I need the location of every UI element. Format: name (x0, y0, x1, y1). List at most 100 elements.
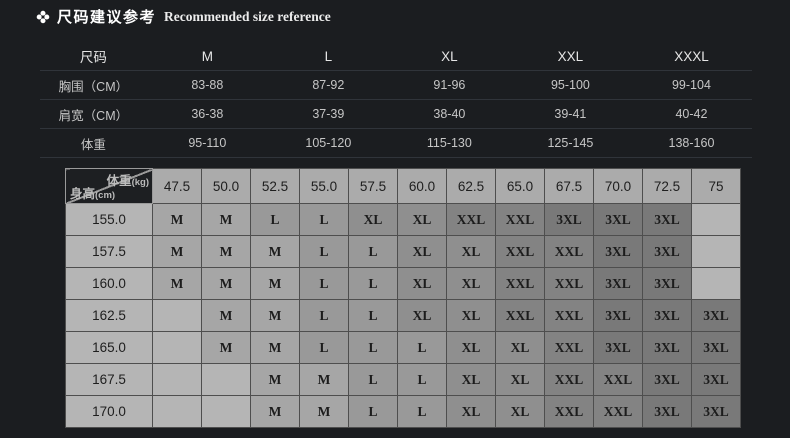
recommended-size-cell: XL (446, 395, 496, 428)
height-header-cell: 160.0 (65, 267, 153, 300)
weight-header-cell: 67.5 (544, 168, 594, 204)
size-table-row: 体重 95-110 105-120 115-130 125-145 138-160 (40, 128, 752, 158)
recommended-size-cell: M (250, 299, 300, 332)
recommended-size-cell: M (250, 235, 300, 268)
size-table-col-header: L (324, 48, 333, 64)
size-table-value-cell: 40-42 (630, 99, 752, 129)
empty-size-cell (691, 203, 741, 236)
recommended-size-cell: XXL (544, 363, 594, 396)
height-header-cell: 167.5 (65, 363, 153, 396)
weight-header-cell: 47.5 (152, 168, 202, 204)
recommended-size-cell: XXL (593, 363, 643, 396)
section-title-cn: 尺码建议参考 (57, 9, 157, 26)
size-table-col-header: XXL (557, 48, 584, 64)
matrix-header-row: 体重(kg) 身高(cm) 47.5 50.0 52.5 55.0 57.5 60.0 62… (65, 168, 741, 204)
recommended-size-cell: M (201, 331, 251, 364)
recommended-size-cell: XXL (544, 331, 594, 364)
recommended-size-cell: XXL (544, 235, 594, 268)
recommended-size-cell: XXL (495, 235, 545, 268)
section-header: 尺码建议参考 Recommended size reference (36, 6, 331, 27)
height-header-cell: 165.0 (65, 331, 153, 364)
recommended-size-cell: XL (446, 299, 496, 332)
weight-header-cell: 65.0 (495, 168, 545, 204)
height-header-cell: 162.5 (65, 299, 153, 332)
recommended-size-cell: 3XL (691, 395, 741, 428)
recommended-size-cell: 3XL (593, 235, 643, 268)
size-table-value-cell: 115-130 (388, 128, 510, 158)
matrix-row: 162.5 M M L L XL XL XXL XXL 3XL 3XL 3XL (65, 299, 741, 332)
recommended-size-cell: XXL (495, 203, 545, 236)
recommended-size-cell: 3XL (691, 299, 741, 332)
recommended-size-cell: L (348, 363, 398, 396)
recommended-size-cell: XXL (446, 203, 496, 236)
empty-size-cell (691, 235, 741, 268)
recommended-size-cell: L (299, 235, 349, 268)
recommended-size-cell: M (299, 395, 349, 428)
empty-size-cell (152, 299, 202, 332)
recommended-size-cell: L (397, 395, 447, 428)
matrix-row: 170.0 M M L L XL XL XXL XXL 3XL 3XL (65, 395, 741, 428)
weight-header-cell: 60.0 (397, 168, 447, 204)
recommended-size-cell: M (201, 267, 251, 300)
size-table-value-cell: 37-39 (267, 99, 389, 129)
recommended-size-cell: M (250, 395, 300, 428)
size-table-value-cell: 91-96 (388, 70, 510, 100)
recommended-size-cell: XL (446, 267, 496, 300)
recommended-size-cell: XL (446, 235, 496, 268)
recommended-size-cell: 3XL (642, 363, 692, 396)
recommended-size-cell: M (201, 299, 251, 332)
weight-header-cell: 55.0 (299, 168, 349, 204)
recommended-size-cell: XL (495, 331, 545, 364)
corner-weight-label: 体重(kg) (106, 174, 149, 188)
recommended-size-cell: XL (495, 395, 545, 428)
recommended-size-cell: XL (397, 267, 447, 300)
recommended-size-cell: L (299, 331, 349, 364)
size-table-value-cell: 38-40 (388, 99, 510, 129)
empty-size-cell (152, 363, 202, 396)
weight-header-cell: 72.5 (642, 168, 692, 204)
matrix-corner-cell: 体重(kg) 身高(cm) (65, 168, 153, 204)
recommended-size-cell: XXL (544, 267, 594, 300)
size-table-value-cell: 95-110 (146, 128, 268, 158)
recommended-size-cell: XL (397, 203, 447, 236)
recommended-size-cell: XXL (593, 395, 643, 428)
size-table-row: 胸围（CM） 83-88 87-92 91-96 95-100 99-104 (40, 70, 752, 100)
recommended-size-cell: L (299, 267, 349, 300)
recommended-size-cell: XL (446, 331, 496, 364)
size-table-value-cell: 83-88 (146, 70, 268, 100)
recommended-size-cell: XL (446, 363, 496, 396)
weight-header-cell: 70.0 (593, 168, 643, 204)
recommended-size-cell: L (348, 395, 398, 428)
recommended-size-cell: M (250, 331, 300, 364)
recommended-size-cell: 3XL (691, 331, 741, 364)
empty-size-cell (691, 267, 741, 300)
size-table-value-cell: 105-120 (267, 128, 389, 158)
recommended-size-cell: XL (495, 363, 545, 396)
recommended-size-cell: L (299, 299, 349, 332)
matrix-row: 157.5 M M M L L XL XL XXL XXL 3XL 3XL (65, 235, 741, 268)
weight-header-cell: 75 (691, 168, 741, 204)
recommended-size-cell: XXL (544, 299, 594, 332)
recommended-size-cell: XXL (495, 299, 545, 332)
recommended-size-cell: L (397, 331, 447, 364)
weight-header-cell: 62.5 (446, 168, 496, 204)
recommended-size-cell: 3XL (593, 299, 643, 332)
recommended-size-cell: XL (348, 203, 398, 236)
size-table-header-row: 尺码 M L XL XXL XXXL (40, 42, 752, 71)
empty-size-cell (201, 363, 251, 396)
recommended-size-cell: L (348, 267, 398, 300)
size-table-value-cell: 39-41 (509, 99, 631, 129)
recommended-size-cell: 3XL (642, 331, 692, 364)
recommended-size-cell: 3XL (642, 299, 692, 332)
matrix-row: 155.0 M M L L XL XL XXL XXL 3XL 3XL 3XL (65, 203, 741, 236)
size-table-col-header: XXXL (674, 48, 709, 64)
recommended-size-cell: XL (397, 235, 447, 268)
recommended-size-cell: 3XL (642, 267, 692, 300)
height-header-cell: 170.0 (65, 395, 153, 428)
matrix-row: 165.0 M M L L L XL XL XXL 3XL 3XL 3XL (65, 331, 741, 364)
recommended-size-cell: XXL (495, 267, 545, 300)
flower-icon (36, 10, 50, 23)
recommended-size-cell: 3XL (642, 235, 692, 268)
empty-size-cell (201, 395, 251, 428)
corner-height-label: 身高(cm) (70, 187, 116, 201)
